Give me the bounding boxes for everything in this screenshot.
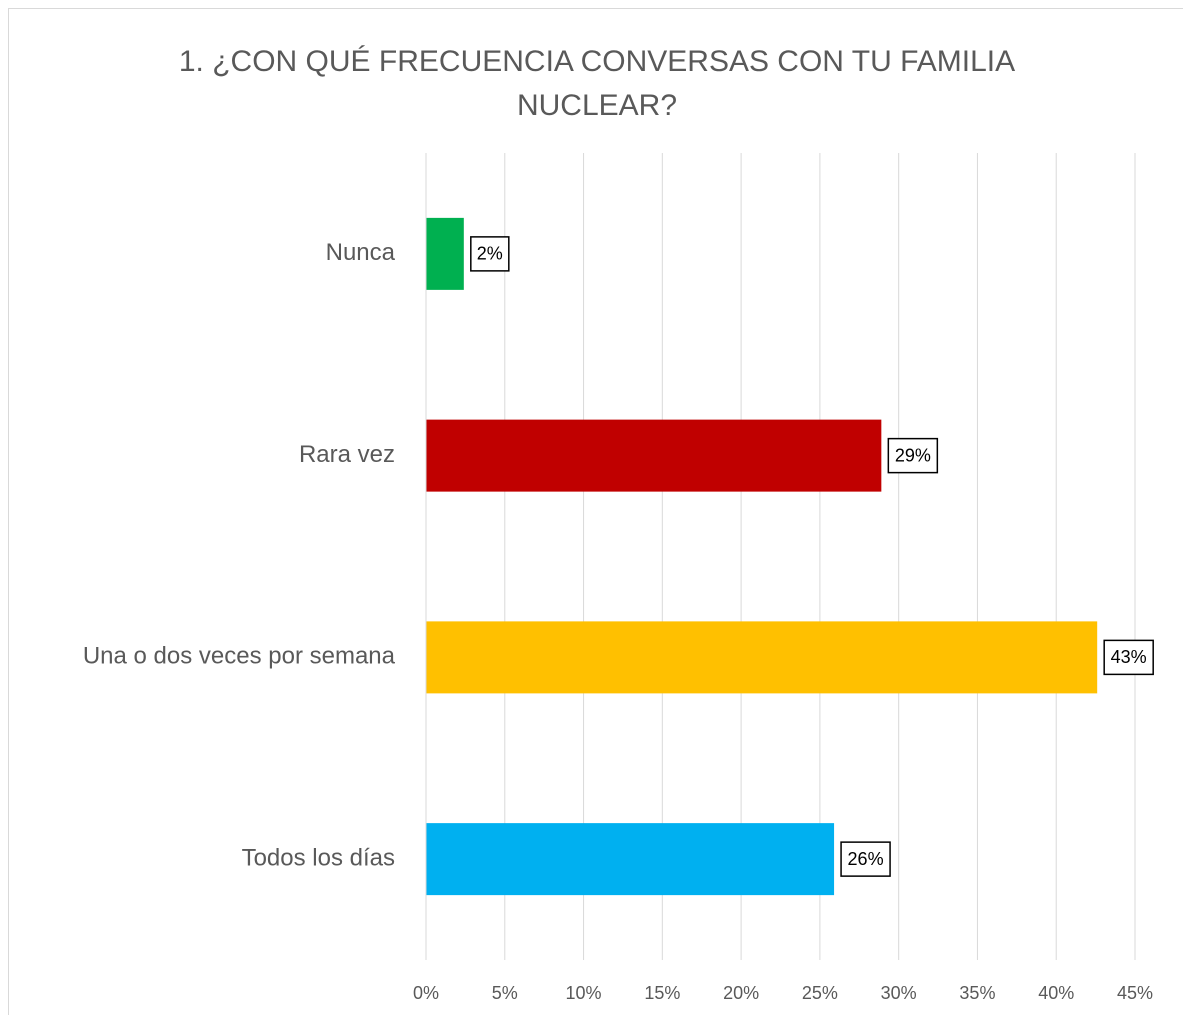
y-tick-label: Rara vez [299,441,395,468]
x-tick-label: 20% [723,983,759,1003]
chart-title: 1. ¿CON QUÉ FRECUENCIA CONVERSAS CON TU … [178,45,1016,122]
x-tick-label: 45% [1117,983,1153,1003]
x-tick-label: 40% [1038,983,1074,1003]
data-label: 2% [477,244,503,264]
y-tick-label: Todos los días [242,844,395,871]
x-tick-label: 10% [566,983,602,1003]
bar [426,217,464,290]
x-tick-label: 0% [413,983,439,1003]
y-tick-label: Nunca [326,239,396,266]
x-tick-label: 25% [802,983,838,1003]
x-tick-label: 30% [881,983,917,1003]
x-tick-label: 35% [959,983,995,1003]
data-label: 29% [895,445,931,465]
x-tick-label: 15% [644,983,680,1003]
bar [426,621,1098,694]
data-label-box [840,841,891,877]
data-label-box [1103,639,1154,676]
data-label: 43% [1111,647,1147,667]
data-label: 26% [848,849,884,869]
bar [426,419,882,492]
data-label-box [470,236,510,272]
chart-border [8,8,1183,1015]
y-tick-label: Una o dos veces por semana [83,643,396,670]
bar [426,823,835,896]
x-tick-label: 5% [492,983,518,1003]
data-label-box [887,437,939,474]
